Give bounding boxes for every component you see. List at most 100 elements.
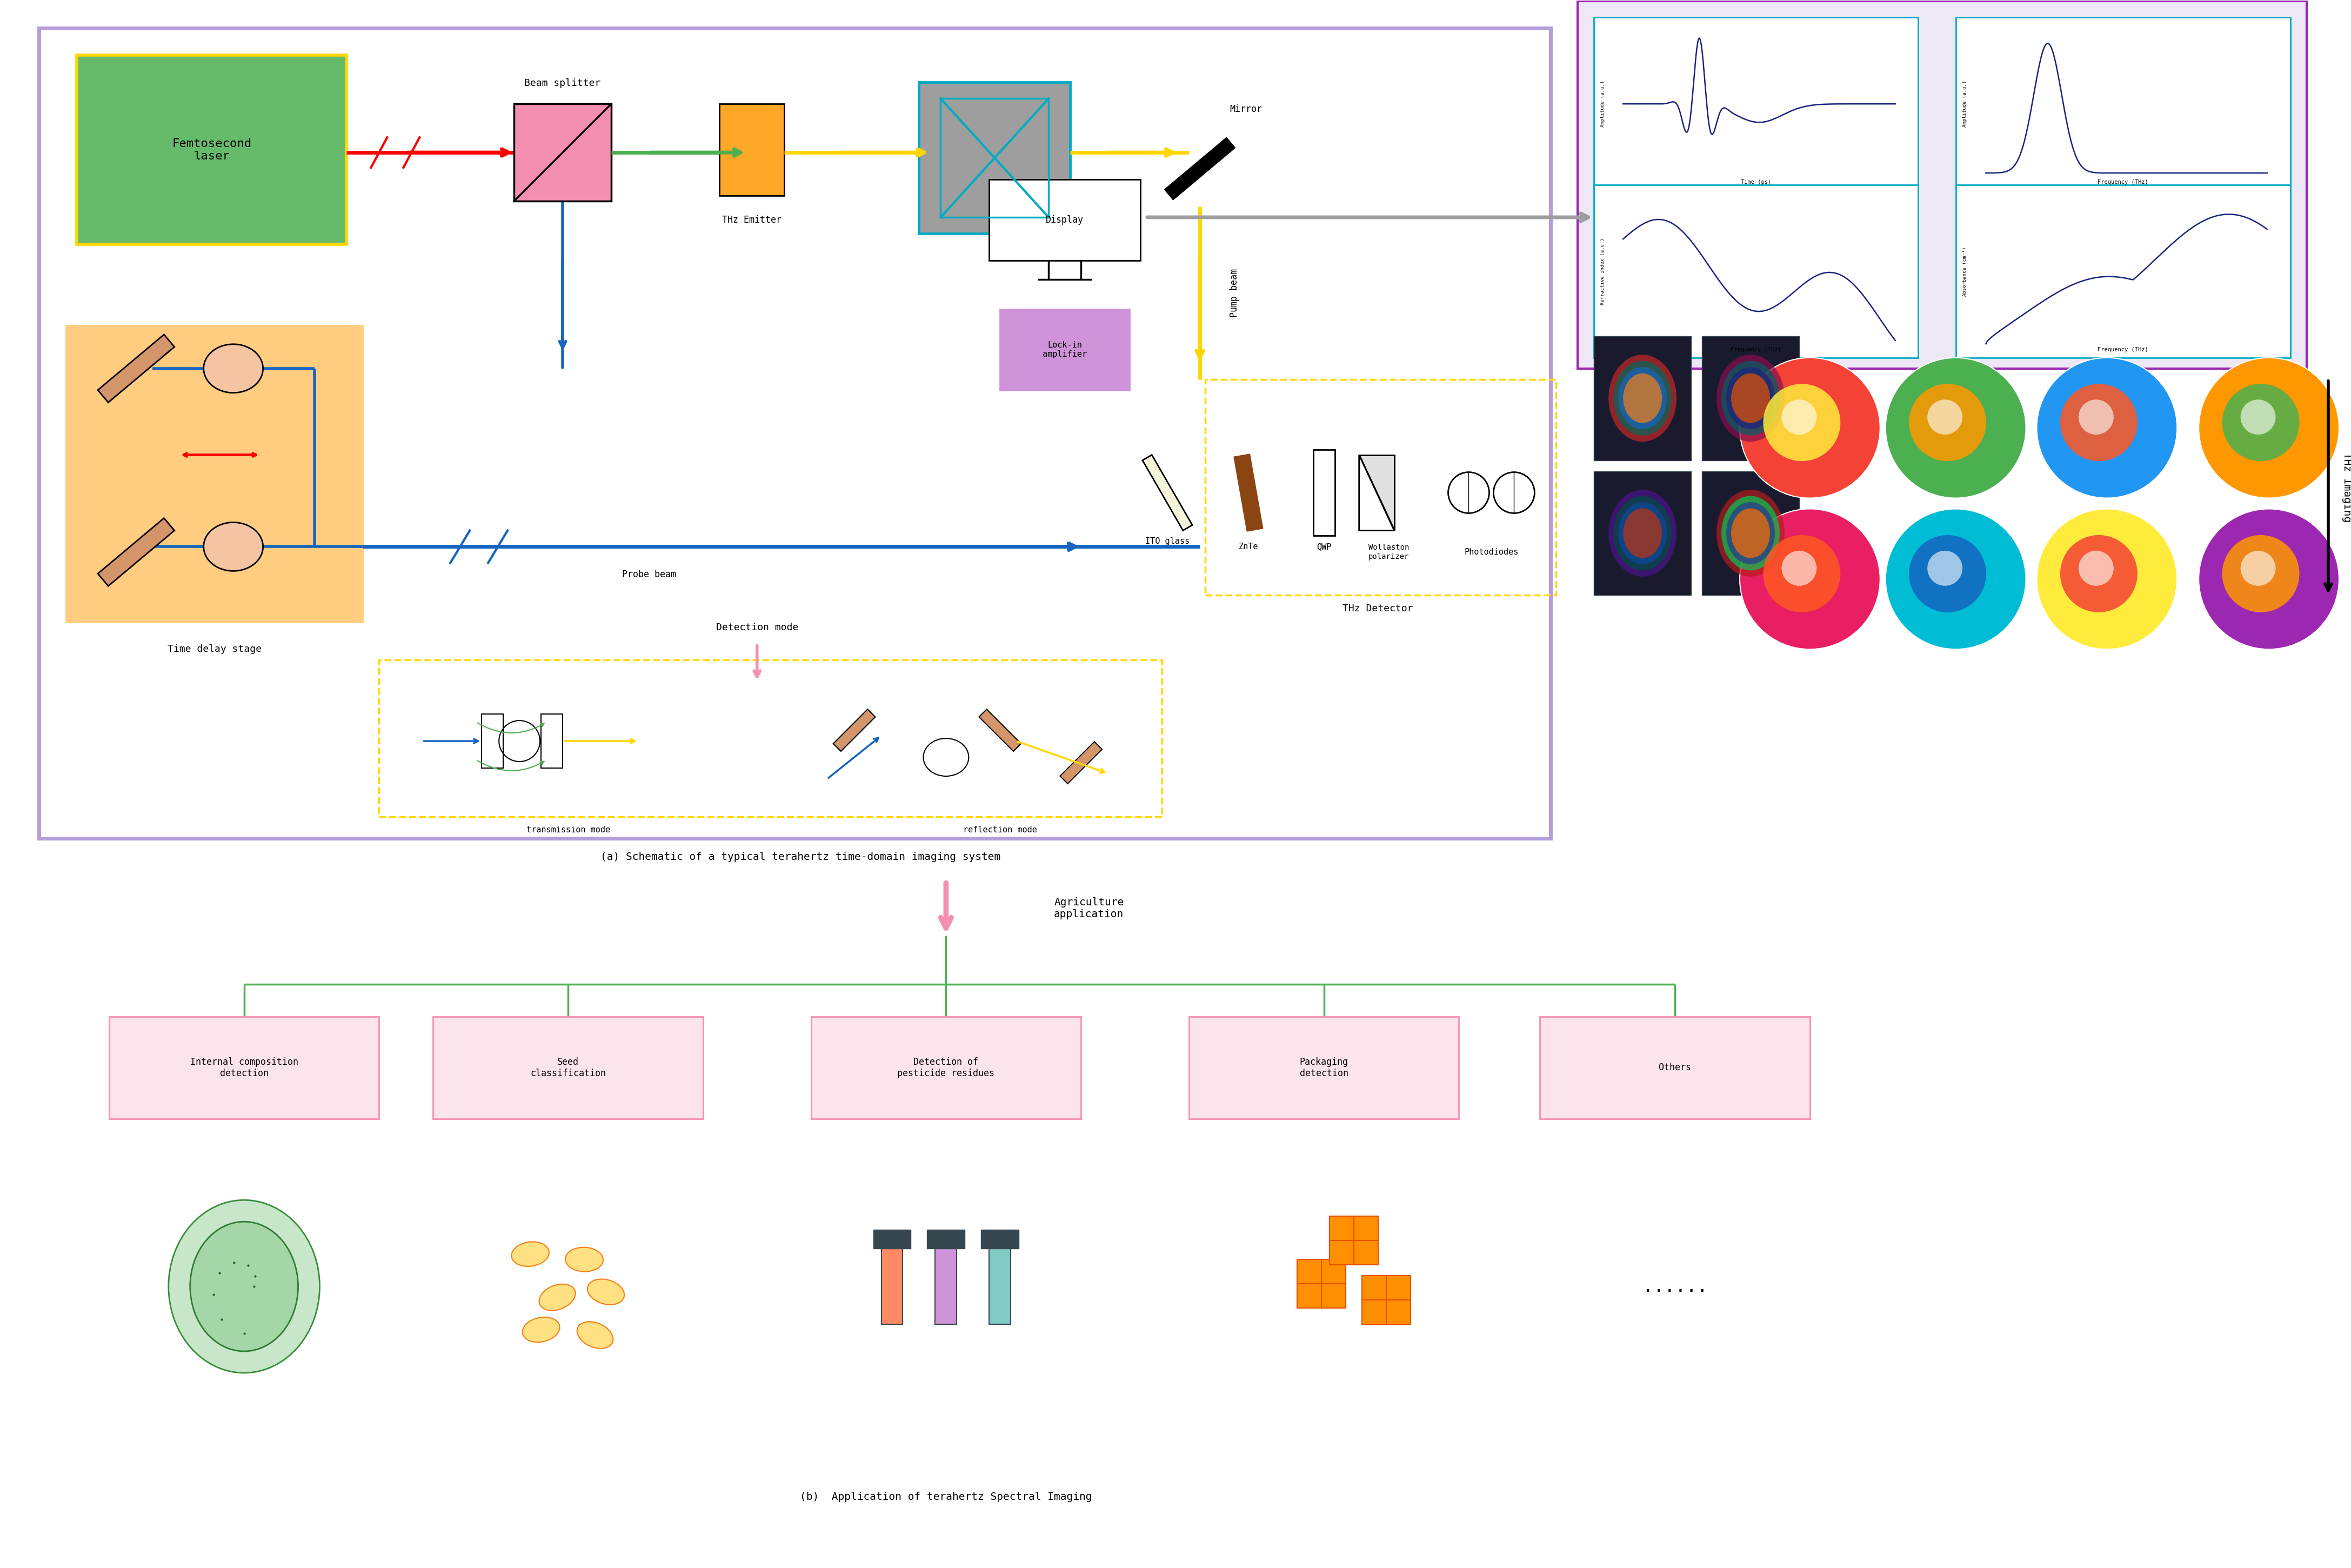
Ellipse shape: [1716, 489, 1784, 577]
Text: Packaging
detection: Packaging detection: [1300, 1057, 1349, 1079]
Circle shape: [2078, 550, 2114, 586]
Circle shape: [1782, 400, 1817, 434]
Ellipse shape: [1608, 354, 1676, 442]
Ellipse shape: [1721, 495, 1780, 571]
Text: THz Detector: THz Detector: [1342, 604, 1413, 613]
Ellipse shape: [522, 1317, 560, 1342]
Text: (b)  Application of terahertz Spectral Imaging: (b) Application of terahertz Spectral Im…: [799, 1491, 1093, 1502]
Text: THz Imaging: THz Imaging: [2342, 452, 2351, 522]
Text: Femtosecond
laser: Femtosecond laser: [172, 138, 252, 162]
Circle shape: [2241, 400, 2276, 434]
Ellipse shape: [564, 1247, 604, 1272]
FancyBboxPatch shape: [936, 1243, 957, 1325]
Circle shape: [1493, 472, 1535, 513]
Text: Frequency (THz): Frequency (THz): [1730, 347, 1782, 353]
Ellipse shape: [169, 1200, 320, 1374]
FancyBboxPatch shape: [999, 309, 1128, 390]
Ellipse shape: [1622, 508, 1662, 558]
Text: Others: Others: [1660, 1063, 1690, 1073]
Ellipse shape: [1716, 354, 1784, 442]
Text: Refractive index (a.u.): Refractive index (a.u.): [1601, 238, 1606, 304]
Text: Display: Display: [1046, 215, 1084, 224]
Circle shape: [1448, 472, 1488, 513]
Ellipse shape: [1617, 502, 1667, 564]
FancyBboxPatch shape: [1702, 470, 1799, 596]
Text: Amplitude (a.u.): Amplitude (a.u.): [1601, 80, 1606, 127]
Ellipse shape: [1730, 373, 1770, 423]
Polygon shape: [1164, 138, 1234, 199]
Ellipse shape: [1721, 361, 1780, 436]
Circle shape: [1928, 400, 1963, 434]
Circle shape: [2059, 535, 2137, 612]
Circle shape: [1740, 358, 1881, 499]
FancyBboxPatch shape: [1594, 470, 1690, 596]
FancyBboxPatch shape: [990, 1243, 1011, 1325]
Text: ZnTe: ZnTe: [1239, 543, 1258, 550]
FancyBboxPatch shape: [1594, 185, 1918, 358]
Circle shape: [1909, 535, 1987, 612]
Text: Probe beam: Probe beam: [623, 569, 677, 580]
FancyBboxPatch shape: [882, 1243, 903, 1325]
Text: Wollaston
polarizer: Wollaston polarizer: [1368, 544, 1408, 560]
Text: Frequency (THz): Frequency (THz): [2097, 179, 2149, 185]
Ellipse shape: [513, 1242, 550, 1267]
Ellipse shape: [205, 522, 263, 571]
Text: Mirror: Mirror: [1230, 105, 1262, 114]
Circle shape: [2222, 535, 2299, 612]
Circle shape: [2059, 384, 2137, 461]
Text: (a) Schematic of a typical terahertz time-domain imaging system: (a) Schematic of a typical terahertz tim…: [600, 851, 999, 862]
Circle shape: [1928, 550, 1963, 586]
FancyBboxPatch shape: [1702, 336, 1799, 461]
FancyBboxPatch shape: [108, 1016, 379, 1120]
Circle shape: [2036, 358, 2177, 499]
Ellipse shape: [1622, 373, 1662, 423]
Text: Photodiodes: Photodiodes: [1465, 549, 1519, 557]
Ellipse shape: [1726, 502, 1775, 564]
Ellipse shape: [538, 1284, 576, 1311]
FancyBboxPatch shape: [541, 713, 562, 768]
Text: Time delay stage: Time delay stage: [167, 644, 261, 654]
Circle shape: [2198, 358, 2339, 499]
Text: THz Emitter: THz Emitter: [722, 215, 781, 224]
Circle shape: [2241, 550, 2276, 586]
Polygon shape: [1060, 742, 1103, 784]
Ellipse shape: [1608, 489, 1676, 577]
FancyBboxPatch shape: [719, 103, 783, 196]
FancyBboxPatch shape: [1314, 450, 1335, 536]
Ellipse shape: [588, 1279, 625, 1305]
FancyBboxPatch shape: [433, 1016, 703, 1120]
Ellipse shape: [205, 345, 263, 392]
Ellipse shape: [576, 1322, 614, 1348]
FancyBboxPatch shape: [1594, 17, 1918, 190]
Text: Pump beam: Pump beam: [1230, 268, 1239, 317]
FancyBboxPatch shape: [1328, 1217, 1378, 1265]
Polygon shape: [1143, 455, 1192, 530]
Ellipse shape: [1617, 367, 1667, 430]
FancyBboxPatch shape: [990, 179, 1140, 260]
FancyBboxPatch shape: [1190, 1016, 1460, 1120]
Ellipse shape: [190, 1221, 299, 1352]
Text: Agriculture
application: Agriculture application: [1053, 897, 1124, 919]
FancyBboxPatch shape: [1361, 1276, 1411, 1325]
Text: ITO glass: ITO glass: [1145, 538, 1190, 546]
FancyBboxPatch shape: [66, 325, 362, 622]
Polygon shape: [1359, 455, 1394, 530]
FancyBboxPatch shape: [40, 28, 1552, 839]
Text: QWP: QWP: [1317, 543, 1331, 550]
Text: Frequency (THz): Frequency (THz): [2097, 347, 2149, 353]
Text: Seed
classification: Seed classification: [531, 1057, 607, 1079]
Circle shape: [2222, 384, 2299, 461]
Text: Detection of
pesticide residues: Detection of pesticide residues: [898, 1057, 994, 1079]
Ellipse shape: [1726, 367, 1775, 430]
Circle shape: [1909, 384, 1987, 461]
FancyBboxPatch shape: [926, 1229, 964, 1248]
Text: Time (ps): Time (ps): [1740, 179, 1770, 185]
Circle shape: [1782, 550, 1817, 586]
Text: Detection mode: Detection mode: [717, 622, 799, 632]
Polygon shape: [1359, 455, 1394, 530]
Circle shape: [2078, 400, 2114, 434]
FancyBboxPatch shape: [1956, 17, 2290, 190]
Text: Beam splitter: Beam splitter: [524, 78, 602, 88]
Circle shape: [2036, 510, 2177, 649]
FancyBboxPatch shape: [1540, 1016, 1810, 1120]
